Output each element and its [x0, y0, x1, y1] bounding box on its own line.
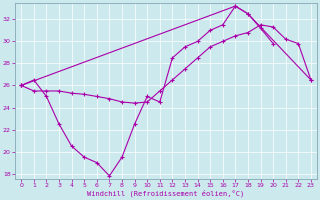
X-axis label: Windchill (Refroidissement éolien,°C): Windchill (Refroidissement éolien,°C): [87, 190, 245, 197]
